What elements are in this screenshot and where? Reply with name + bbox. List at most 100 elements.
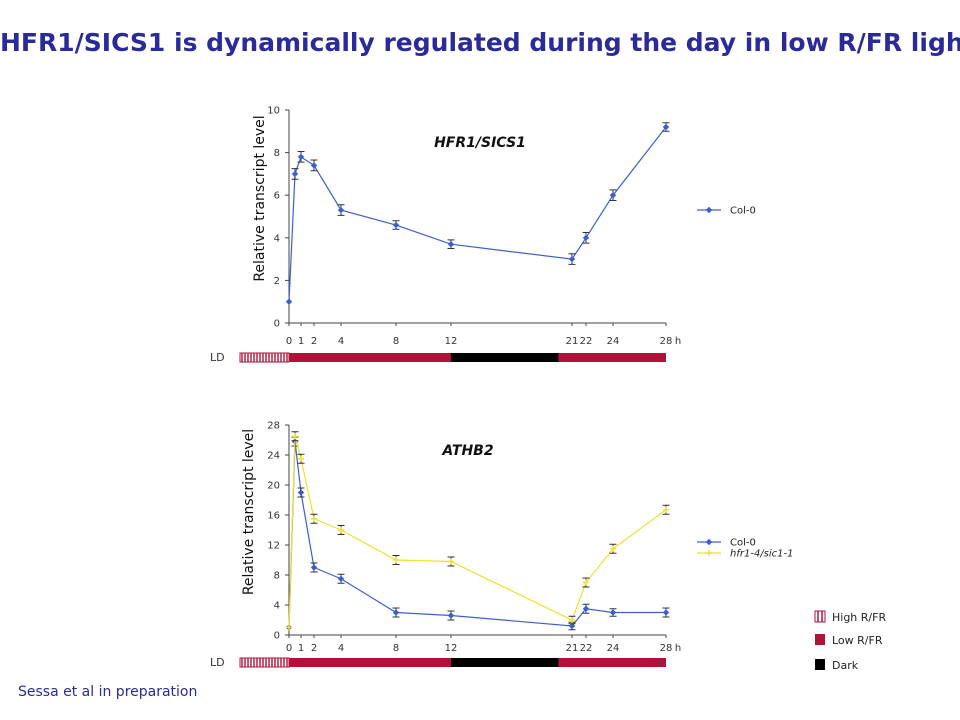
legend-entry: hfr1-4/sic1-1 (697, 549, 794, 560)
data-point (582, 234, 590, 241)
x-tick-label: 8 (393, 643, 399, 654)
legend-marker (705, 206, 713, 214)
data-point (610, 545, 616, 552)
x-tick-label: 21 (566, 643, 579, 654)
chart-title: HFR1/SICS1 (434, 135, 526, 151)
series-line (288, 126, 667, 302)
data-point (609, 192, 617, 199)
series-line (288, 436, 667, 628)
x-unit-label: h (675, 336, 681, 347)
chart-title: ATHB2 (441, 443, 493, 459)
data-point (662, 609, 670, 616)
y-tick-label: 8 (274, 571, 280, 582)
y-tick-label: 0 (274, 631, 280, 642)
key-swatch-dark (815, 659, 825, 670)
x-tick-label: 28 (660, 336, 673, 347)
series-col0 (285, 122, 670, 305)
light-regime-label: LD (210, 351, 225, 364)
x-tick-label: 8 (393, 336, 399, 347)
y-axis-label: Relative transcript level (241, 429, 257, 595)
light-segment-high-stripes (241, 658, 288, 667)
y-tick-label: 10 (267, 106, 280, 117)
data-point (448, 558, 454, 565)
y-tick-label: 24 (267, 451, 280, 462)
data-point (663, 506, 669, 513)
data-point (297, 489, 305, 496)
y-tick-label: 4 (274, 601, 280, 612)
data-point (298, 455, 304, 462)
x-tick-label: 24 (607, 336, 620, 347)
data-point (609, 609, 617, 616)
x-tick-label: 1 (298, 336, 304, 347)
light-segment-dark (451, 658, 559, 667)
key-label: Dark (832, 659, 859, 672)
x-tick-label: 1 (298, 643, 304, 654)
data-point (297, 153, 305, 161)
key-label: Low R/FR (832, 634, 883, 647)
x-tick-label: 22 (580, 643, 593, 654)
y-tick-label: 2 (274, 276, 280, 287)
x-tick-label: 21 (566, 336, 579, 347)
x-tick-label: 2 (311, 336, 317, 347)
light-condition-key: High R/FR Low R/FR Dark (814, 610, 886, 672)
legend-entry: Col-0 (697, 538, 756, 549)
x-tick-label: 28 (660, 643, 673, 654)
series-col0 (285, 436, 670, 631)
data-point (311, 515, 317, 522)
x-tick-label: 12 (445, 336, 458, 347)
x-tick-label: 12 (445, 643, 458, 654)
data-point (447, 240, 455, 248)
data-point (392, 609, 400, 616)
x-tick-label: 4 (338, 643, 344, 654)
data-point (447, 612, 455, 619)
legend-label: Col-0 (730, 538, 756, 549)
data-point (582, 605, 590, 612)
light-segment-high-stripes (241, 353, 288, 362)
light-segment-low (289, 353, 451, 362)
data-point (310, 564, 318, 571)
y-tick-label: 28 (267, 421, 280, 432)
y-axis-label: Relative transcript level (252, 115, 268, 281)
light-segment-dark (451, 353, 559, 362)
data-point (310, 162, 318, 169)
x-tick-label: 24 (607, 643, 620, 654)
data-point (338, 527, 344, 533)
y-tick-label: 20 (267, 481, 280, 492)
key-swatch-low (815, 634, 825, 645)
data-point (291, 170, 299, 178)
y-tick-label: 4 (274, 233, 280, 244)
x-tick-label: 22 (580, 336, 593, 347)
x-tick-label: 4 (338, 336, 344, 347)
y-tick-label: 6 (274, 191, 280, 202)
light-regime-label: LD (210, 656, 225, 669)
legend-label: hfr1-4/sic1-1 (730, 549, 794, 560)
data-point (568, 255, 576, 263)
legend-label: Col-0 (730, 206, 756, 217)
data-point (568, 622, 576, 630)
data-point (392, 221, 400, 229)
x-tick-label: 2 (311, 643, 317, 654)
y-tick-label: 16 (267, 511, 280, 522)
page-title: HFR1/SICS1 is dynamically regulated duri… (0, 28, 960, 57)
x-unit-label: h (675, 643, 681, 654)
data-point (286, 624, 292, 631)
data-point (292, 433, 298, 440)
credit-note: Sessa et al in preparation (18, 684, 198, 700)
x-tick-label: 0 (286, 643, 292, 654)
light-segment-low (558, 353, 666, 362)
x-tick-label: 0 (286, 336, 292, 347)
legend-marker (705, 538, 713, 546)
data-point (393, 557, 399, 563)
light-segment-low (558, 658, 666, 667)
data-point (662, 123, 670, 131)
legend-entry: Col-0 (697, 206, 756, 217)
legend-marker (706, 550, 712, 556)
light-segment-low (289, 658, 451, 667)
data-point (337, 575, 345, 582)
key-label: High R/FR (832, 611, 886, 624)
data-point (337, 206, 345, 214)
series-line (288, 441, 666, 628)
